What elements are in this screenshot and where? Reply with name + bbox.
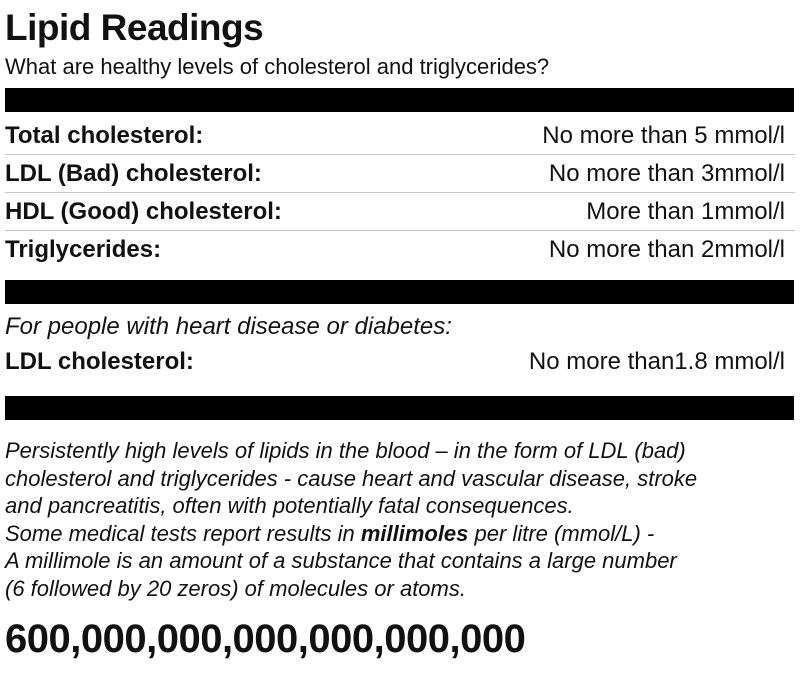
row-label: LDL (Bad) cholesterol: (5, 160, 262, 187)
page-subtitle: What are healthy levels of cholesterol a… (5, 54, 550, 79)
row-label: LDL cholesterol: (5, 348, 194, 375)
table-row: HDL (Good) cholesterol: More than 1mmol/… (5, 193, 795, 231)
explanation-line: (6 followed by 20 zeros) of molecules or… (5, 575, 466, 601)
emphasis-millimoles: millimoles (360, 520, 469, 546)
divider-bar (5, 88, 794, 112)
explanation-line: A millimole is an amount of a substance … (5, 548, 677, 573)
big-number: 600,000,000,000,000,000,000 (5, 617, 526, 661)
page-title: Lipid Readings (5, 7, 264, 48)
table-row: Triglycerides: No more than 2mmol/l (5, 231, 795, 268)
explanation-line: Persistently high levels of lipids in th… (5, 438, 686, 463)
row-value: More than 1mmol/l (586, 198, 785, 225)
row-value: No more than 5 mmol/l (542, 122, 785, 149)
explanation-line: and pancreatitis, often with potentially… (5, 493, 574, 518)
explanation-text: per litre (mmol/L) - (468, 520, 655, 546)
table-row: Total cholesterol: No more than 5 mmol/l (5, 117, 795, 155)
divider-bar (5, 396, 794, 420)
row-value: No more than 3mmol/l (548, 160, 785, 187)
healthy-levels-table: Total cholesterol: No more than 5 mmol/l… (5, 117, 795, 268)
explanation-line: Some medical tests report results in mil… (5, 520, 775, 548)
explanation-line: cholesterol and triglycerides - cause he… (5, 465, 698, 491)
divider-bar (5, 280, 794, 304)
explanation-paragraph: Persistently high levels of lipids in th… (5, 437, 795, 602)
special-group-note: For people with heart disease or diabete… (5, 313, 452, 340)
row-label: Total cholesterol: (5, 122, 204, 149)
row-value: No more than1.8 mmol/l (528, 348, 785, 375)
row-label: HDL (Good) cholesterol: (5, 198, 282, 225)
special-group-row: LDL cholesterol: No more than1.8 mmol/l (5, 342, 795, 382)
explanation-text: Some medical tests report results in (5, 520, 361, 546)
row-value: No more than 2mmol/l (548, 236, 785, 263)
table-row: LDL (Bad) cholesterol: No more than 3mmo… (5, 155, 795, 193)
row-label: Triglycerides: (5, 236, 162, 263)
